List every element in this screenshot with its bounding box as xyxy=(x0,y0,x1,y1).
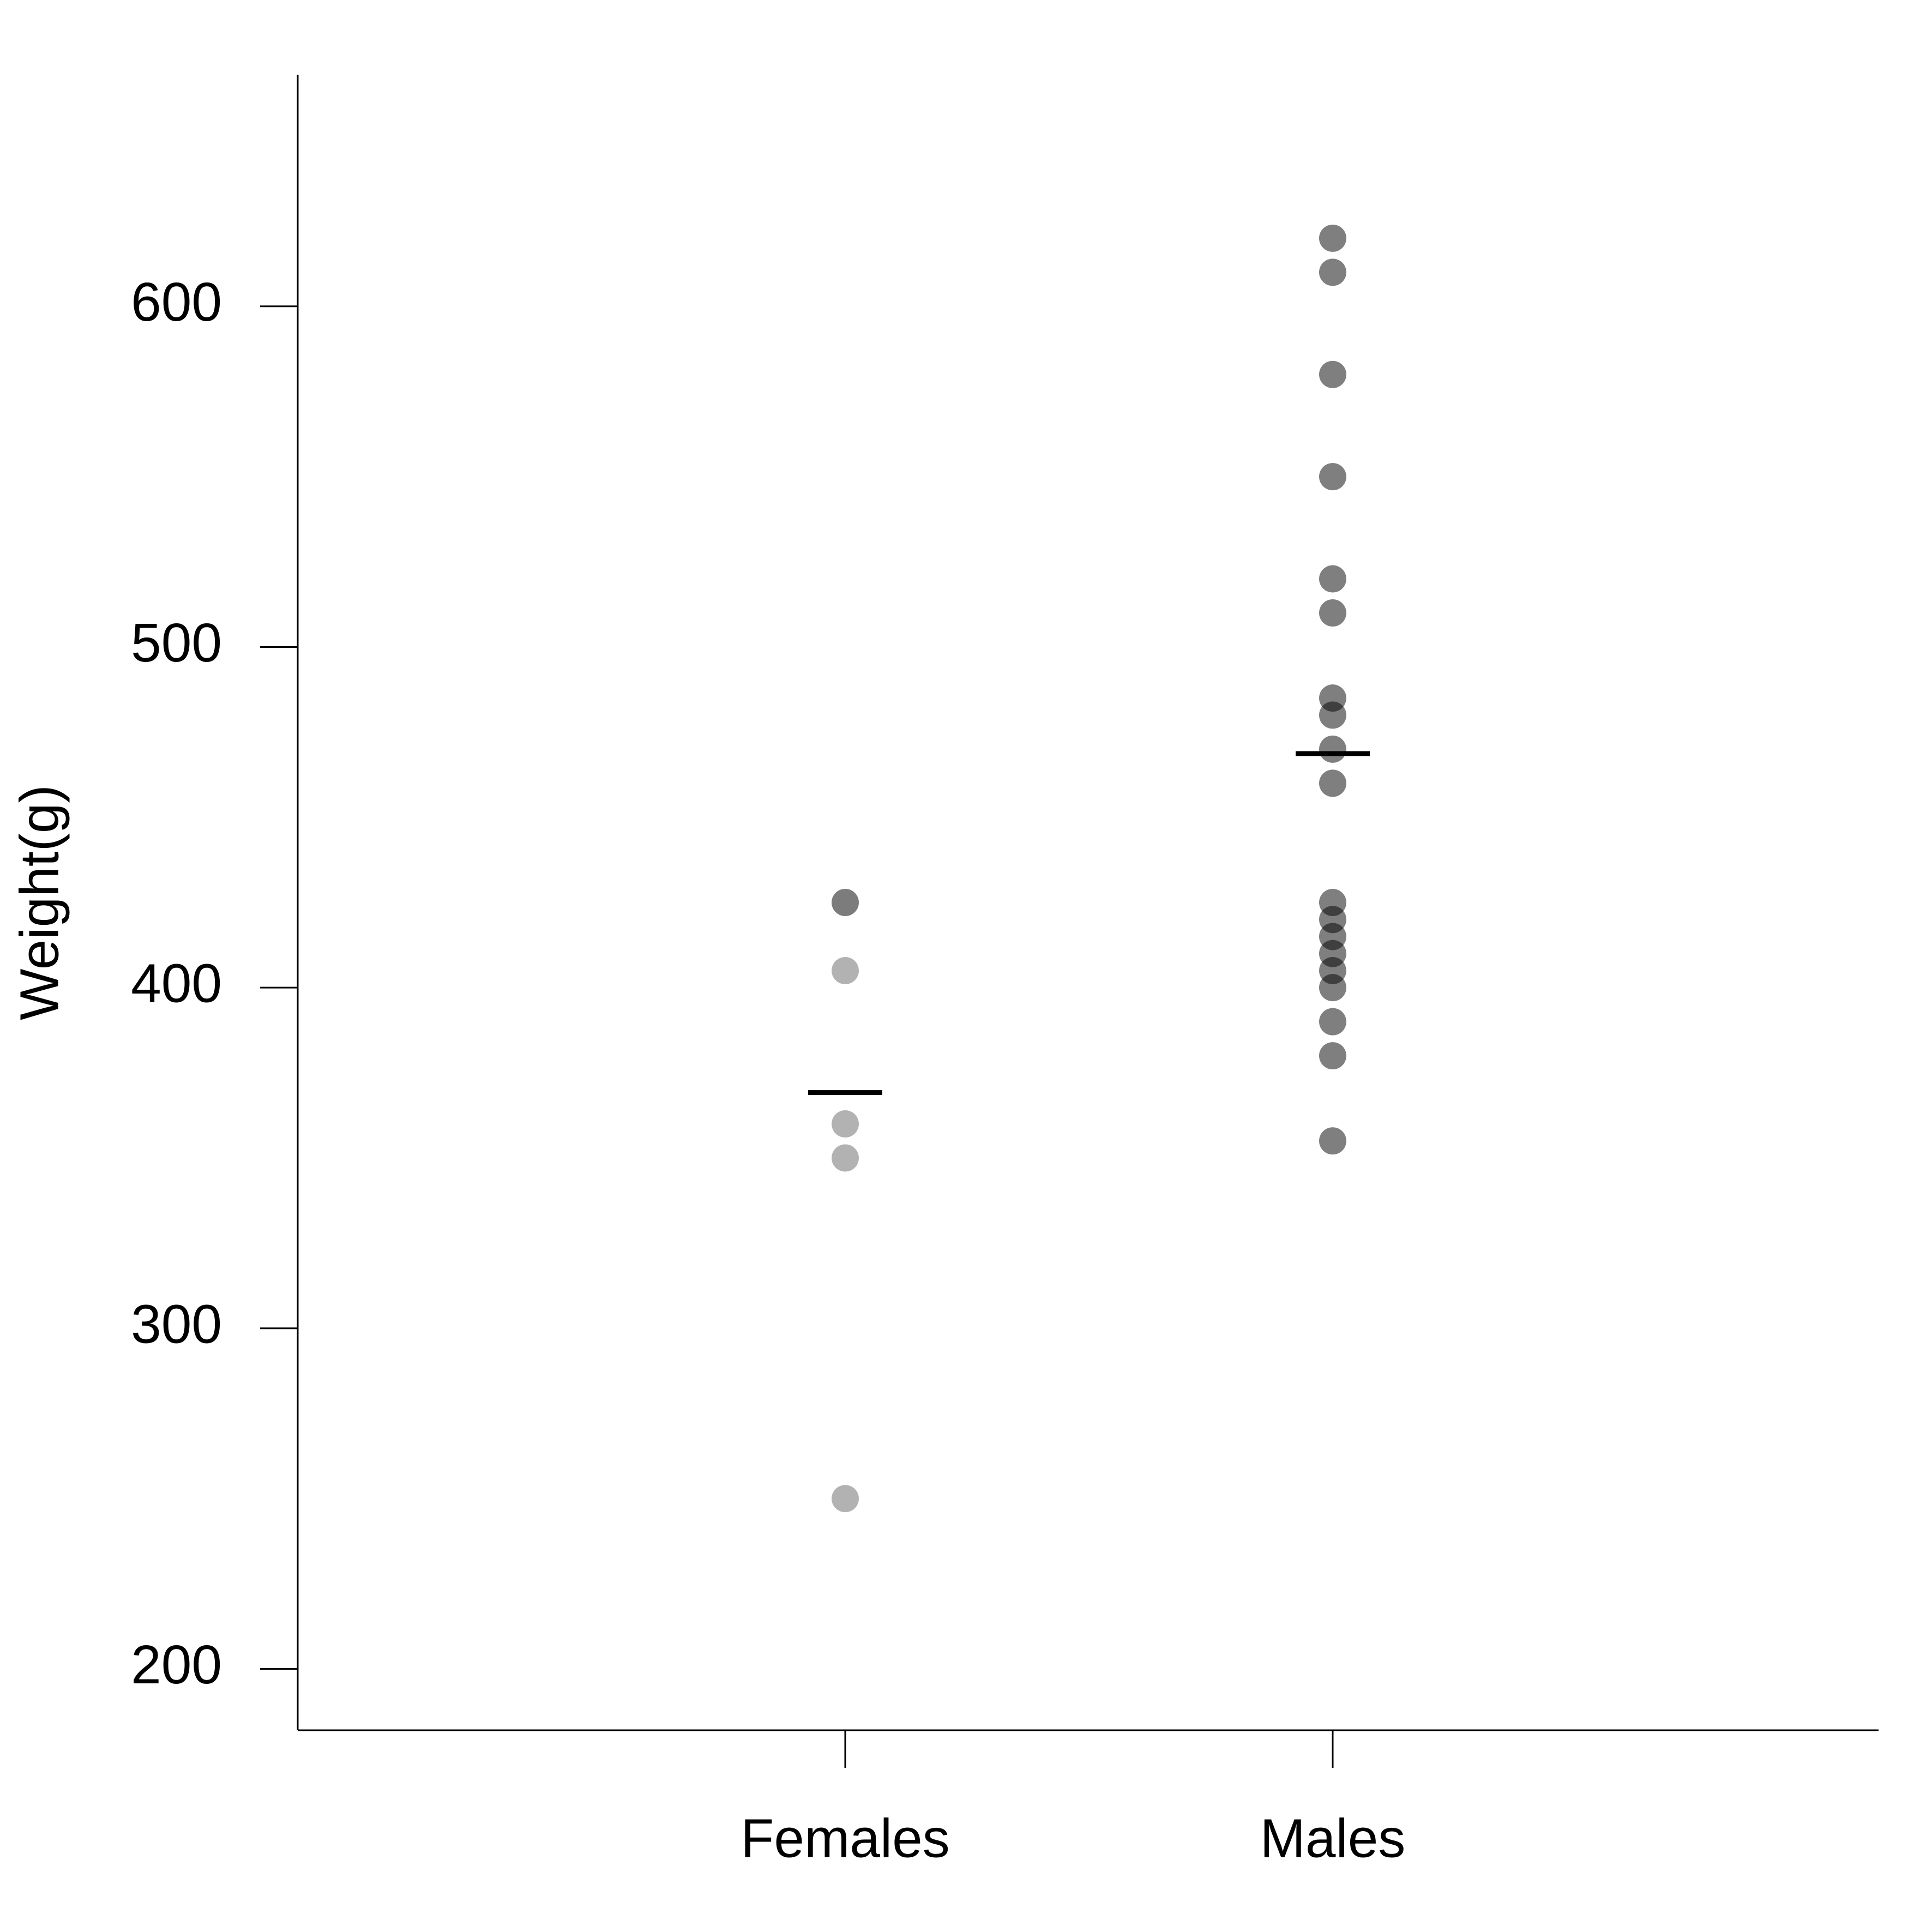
data-point xyxy=(1319,1127,1346,1155)
data-point xyxy=(1319,565,1346,593)
data-point xyxy=(832,1485,859,1513)
data-point xyxy=(832,956,859,984)
data-point xyxy=(1319,360,1346,388)
x-tick-label: Males xyxy=(1260,1808,1406,1869)
data-point xyxy=(1319,224,1346,252)
data-point xyxy=(832,1144,859,1172)
y-tick-label: 400 xyxy=(131,953,222,1014)
data-point xyxy=(1319,1008,1346,1036)
y-tick-label: 300 xyxy=(131,1293,222,1355)
data-point xyxy=(1319,599,1346,627)
data-point xyxy=(832,889,859,916)
x-tick-label: Females xyxy=(741,1808,949,1869)
data-point xyxy=(1319,974,1346,1002)
y-tick-label: 200 xyxy=(131,1634,222,1695)
data-point xyxy=(1319,701,1346,729)
data-point xyxy=(832,889,859,916)
y-tick-label: 500 xyxy=(131,612,222,673)
y-tick-label: 600 xyxy=(131,272,222,333)
data-point xyxy=(1319,463,1346,491)
data-point xyxy=(1319,735,1346,763)
y-axis-label: Weight(g) xyxy=(9,785,70,1020)
data-point xyxy=(832,1110,859,1138)
data-point xyxy=(1319,1042,1346,1070)
data-point xyxy=(1319,769,1346,797)
data-point xyxy=(1319,258,1346,286)
